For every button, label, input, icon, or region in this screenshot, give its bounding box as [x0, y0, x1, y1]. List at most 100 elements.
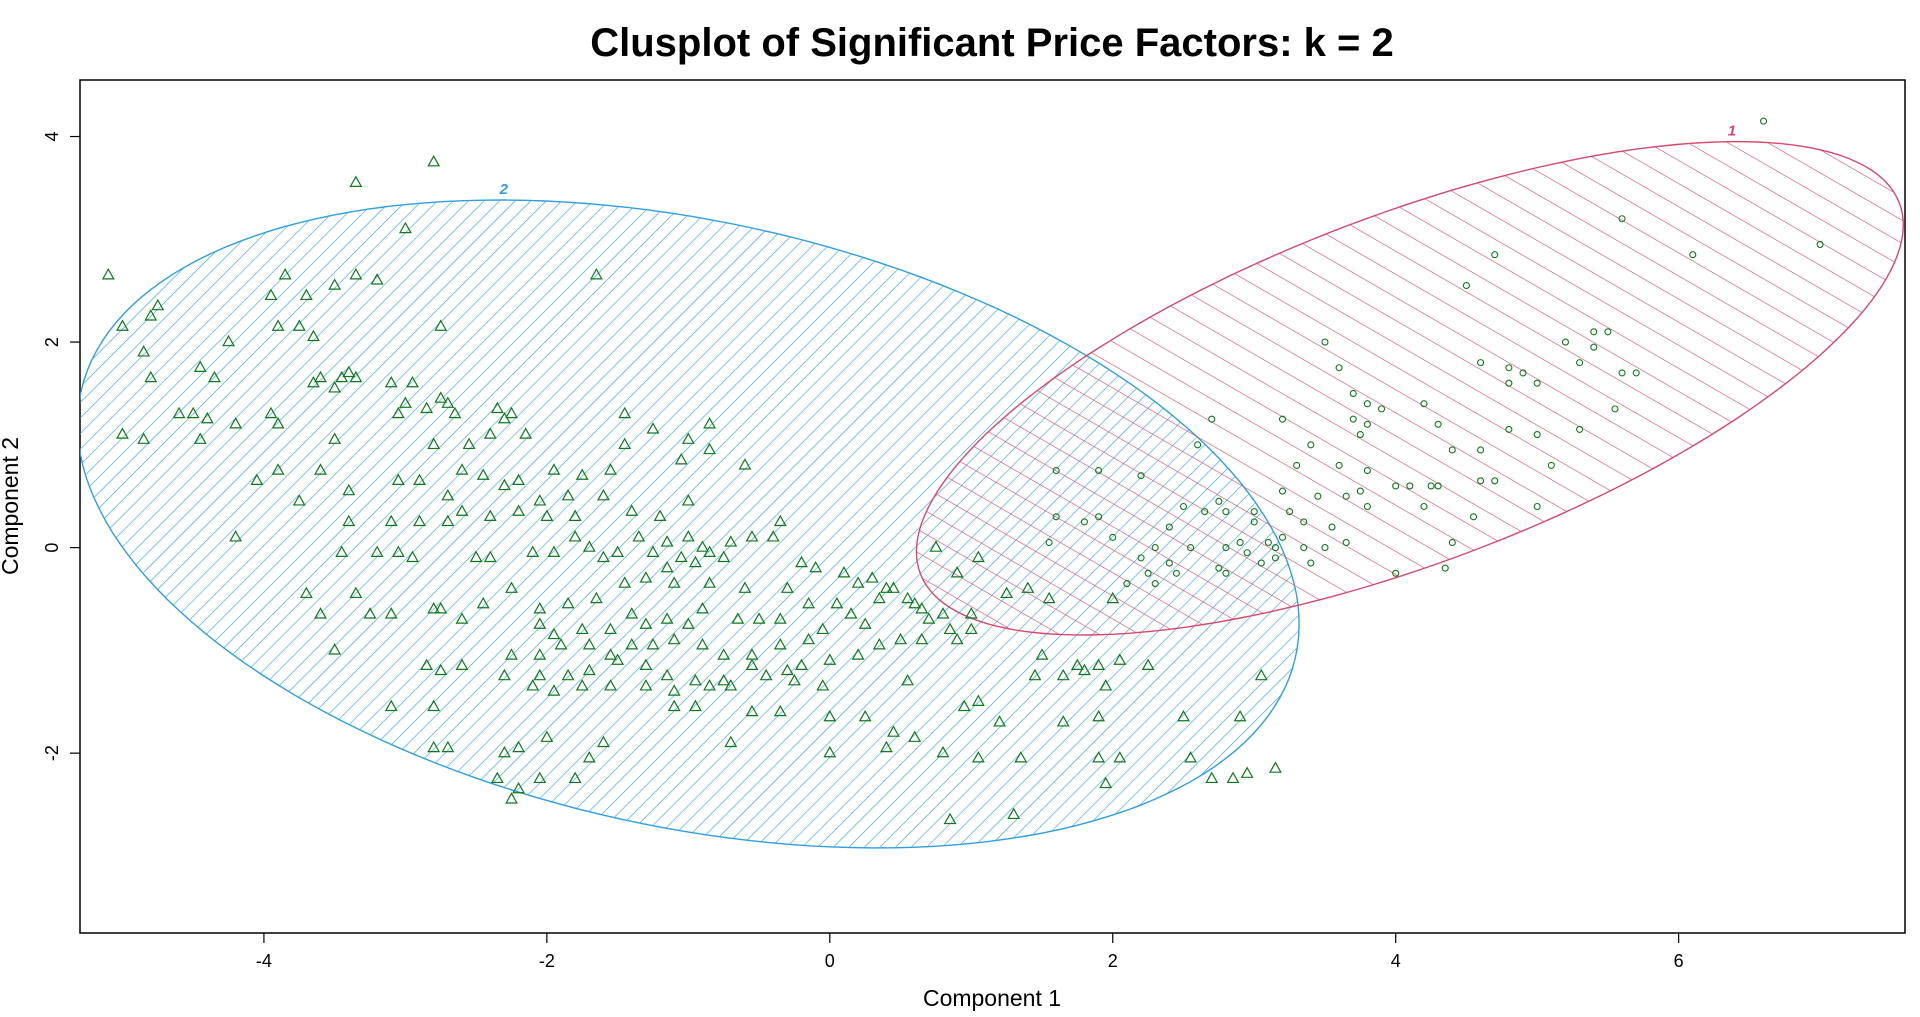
cluster-2-point	[589, 591, 603, 604]
cluster-1-point	[1505, 364, 1513, 372]
cluster-2-point	[1035, 648, 1049, 660]
cluster-1-point	[1420, 400, 1428, 408]
cluster-2-point	[667, 576, 681, 588]
cluster-2-point	[837, 566, 851, 578]
x-tick-label: -4	[256, 951, 272, 971]
cluster-2-point	[505, 581, 518, 593]
cluster-2-point	[844, 607, 858, 619]
cluster-2-point	[773, 514, 787, 527]
cluster-1-point	[1286, 508, 1294, 516]
cluster-2-point	[696, 540, 709, 552]
x-tick-label: 2	[1108, 951, 1118, 971]
cluster-1-point	[1759, 117, 1768, 125]
cluster-2-point	[660, 668, 674, 681]
cluster-1-point	[1179, 502, 1188, 511]
cluster-2-point	[512, 504, 525, 516]
cluster-1-point	[1052, 466, 1060, 475]
cluster-2-point	[851, 576, 865, 588]
cluster-1-point	[1314, 492, 1322, 500]
cluster-2-point	[101, 268, 115, 280]
plot-frame	[79, 79, 1906, 934]
cluster-2-point	[1056, 668, 1070, 681]
cluster-1-point	[1342, 492, 1350, 500]
cluster-2-point	[229, 530, 243, 542]
cluster-1-point	[1392, 482, 1400, 490]
cluster-2-point	[512, 740, 525, 753]
cluster-2-point	[427, 699, 441, 712]
cluster-2-point	[1184, 751, 1197, 763]
cluster-2-point	[264, 406, 278, 419]
cluster-2-point	[512, 781, 525, 794]
cluster-2-point	[307, 375, 320, 388]
cluster-2-point	[342, 483, 356, 496]
cluster-1-point	[1448, 538, 1456, 547]
cluster-1-point	[1123, 580, 1131, 588]
cluster-2-point	[307, 329, 320, 342]
cluster-2-point	[582, 663, 596, 676]
cluster-2-point	[427, 740, 441, 753]
cluster-2-point	[950, 632, 964, 645]
cluster-2-point	[731, 612, 745, 624]
cluster-2-point	[745, 530, 759, 542]
cluster-2-point	[568, 509, 582, 521]
cluster-2-point	[887, 581, 900, 593]
cluster-2-point	[703, 545, 716, 557]
cluster-2-point	[1177, 709, 1190, 722]
cluster-1-point	[1250, 508, 1258, 516]
cluster-2-point	[604, 622, 617, 635]
cluster-2-point	[469, 550, 483, 563]
cluster-2-point	[681, 617, 695, 629]
cluster-2-point	[597, 488, 610, 501]
cluster-2-point	[915, 632, 929, 645]
cluster-2-point	[646, 422, 660, 434]
cluster-1-point	[1300, 544, 1308, 552]
cluster-2-point	[724, 735, 738, 748]
cluster-2-point	[406, 375, 419, 388]
cluster-2-point	[1056, 715, 1070, 727]
cluster-2-point	[413, 473, 426, 486]
cluster-2-point	[901, 591, 915, 604]
cluster-2-point	[455, 658, 469, 670]
cluster-2-point	[894, 632, 907, 645]
cluster-2-point	[823, 653, 837, 665]
cluster-1-point	[1243, 549, 1251, 557]
cluster-2-point	[151, 298, 165, 311]
cluster-2-point	[384, 375, 398, 388]
cluster-2-point	[703, 417, 716, 429]
cluster-2-point	[703, 576, 716, 588]
cluster-2-point	[696, 638, 709, 650]
cluster-2-point	[434, 663, 448, 676]
cluster-2-point	[823, 709, 837, 722]
cluster-1-point	[1434, 482, 1442, 490]
cluster-2-point	[759, 668, 773, 681]
cluster-2-point	[229, 417, 243, 429]
cluster-2-point	[1099, 776, 1113, 789]
cluster-2-point	[681, 432, 695, 444]
cluster-2-point	[993, 715, 1006, 727]
cluster-2-point	[1092, 658, 1106, 670]
cluster-2-point	[589, 268, 603, 280]
cluster-2-point	[809, 560, 823, 573]
cluster-2-point	[497, 745, 511, 758]
cluster-1-point	[1278, 415, 1287, 423]
cluster-1-point	[1611, 405, 1619, 413]
cluster-2-point	[172, 406, 186, 419]
cluster-2-point	[1028, 668, 1042, 681]
cluster-1-point	[1271, 554, 1279, 562]
cluster-1-point	[1271, 544, 1279, 552]
cluster-2-point	[724, 535, 738, 547]
cluster-2-point	[561, 596, 575, 609]
cluster-2-point	[639, 679, 653, 691]
cluster-2-point	[618, 576, 632, 588]
cluster-2-point	[872, 638, 886, 650]
cluster-2-point	[766, 530, 780, 542]
cluster-2-point	[116, 427, 129, 439]
cluster-2-point	[533, 668, 547, 681]
cluster-1-point	[1264, 538, 1272, 547]
cluster-2-point	[745, 658, 759, 670]
y-axis-label: Component 2	[0, 437, 23, 575]
cluster-2-point	[370, 273, 384, 285]
cluster-2-point	[561, 488, 575, 501]
cluster-2-point	[696, 602, 709, 614]
